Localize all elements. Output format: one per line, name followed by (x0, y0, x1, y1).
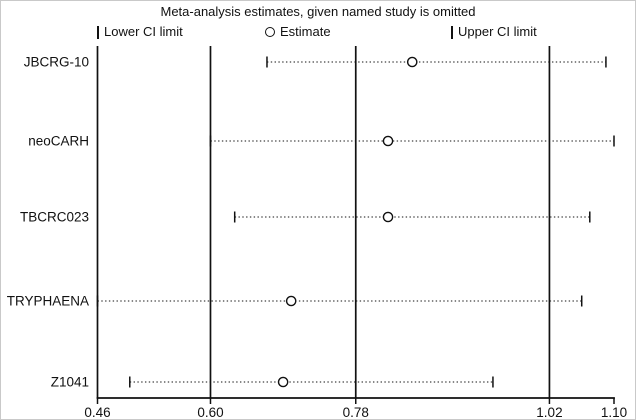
estimate-marker (382, 211, 394, 223)
legend-lower-ci-label: Lower CI limit (104, 24, 183, 39)
legend-item-upper-ci: Upper CI limit (451, 24, 537, 40)
estimate-marker (277, 376, 289, 388)
study-label: TBCRC023 (20, 210, 89, 225)
legend-item-estimate: Estimate (265, 24, 331, 40)
estimate-circle-icon (265, 27, 275, 37)
legend-estimate-label: Estimate (280, 24, 331, 39)
upper-ci-bar-icon (451, 25, 453, 39)
x-axis-tick-label: 0.78 (343, 405, 369, 420)
estimate-marker (285, 295, 297, 307)
study-label: JBCRG-10 (24, 55, 89, 70)
estimate-marker (382, 135, 394, 147)
study-label: TRYPHAENA (7, 294, 89, 309)
x-axis-tick-label: 0.60 (197, 405, 223, 420)
x-axis-tick-label: 1.02 (536, 405, 562, 420)
legend-item-lower-ci: Lower CI limit (97, 24, 183, 40)
x-axis-tick-label: 0.46 (84, 405, 110, 420)
study-label: neoCARH (28, 134, 89, 149)
legend-upper-ci-label: Upper CI limit (458, 24, 537, 39)
chart-title: Meta-analysis estimates, given named stu… (160, 4, 476, 19)
chart-legend: Lower CI limit Estimate Upper CI limit (1, 24, 635, 40)
lower-ci-bar-icon (97, 25, 99, 39)
x-axis-tick-label: 1.10 (601, 405, 627, 420)
estimate-marker (406, 56, 418, 68)
study-label: Z1041 (51, 375, 89, 390)
